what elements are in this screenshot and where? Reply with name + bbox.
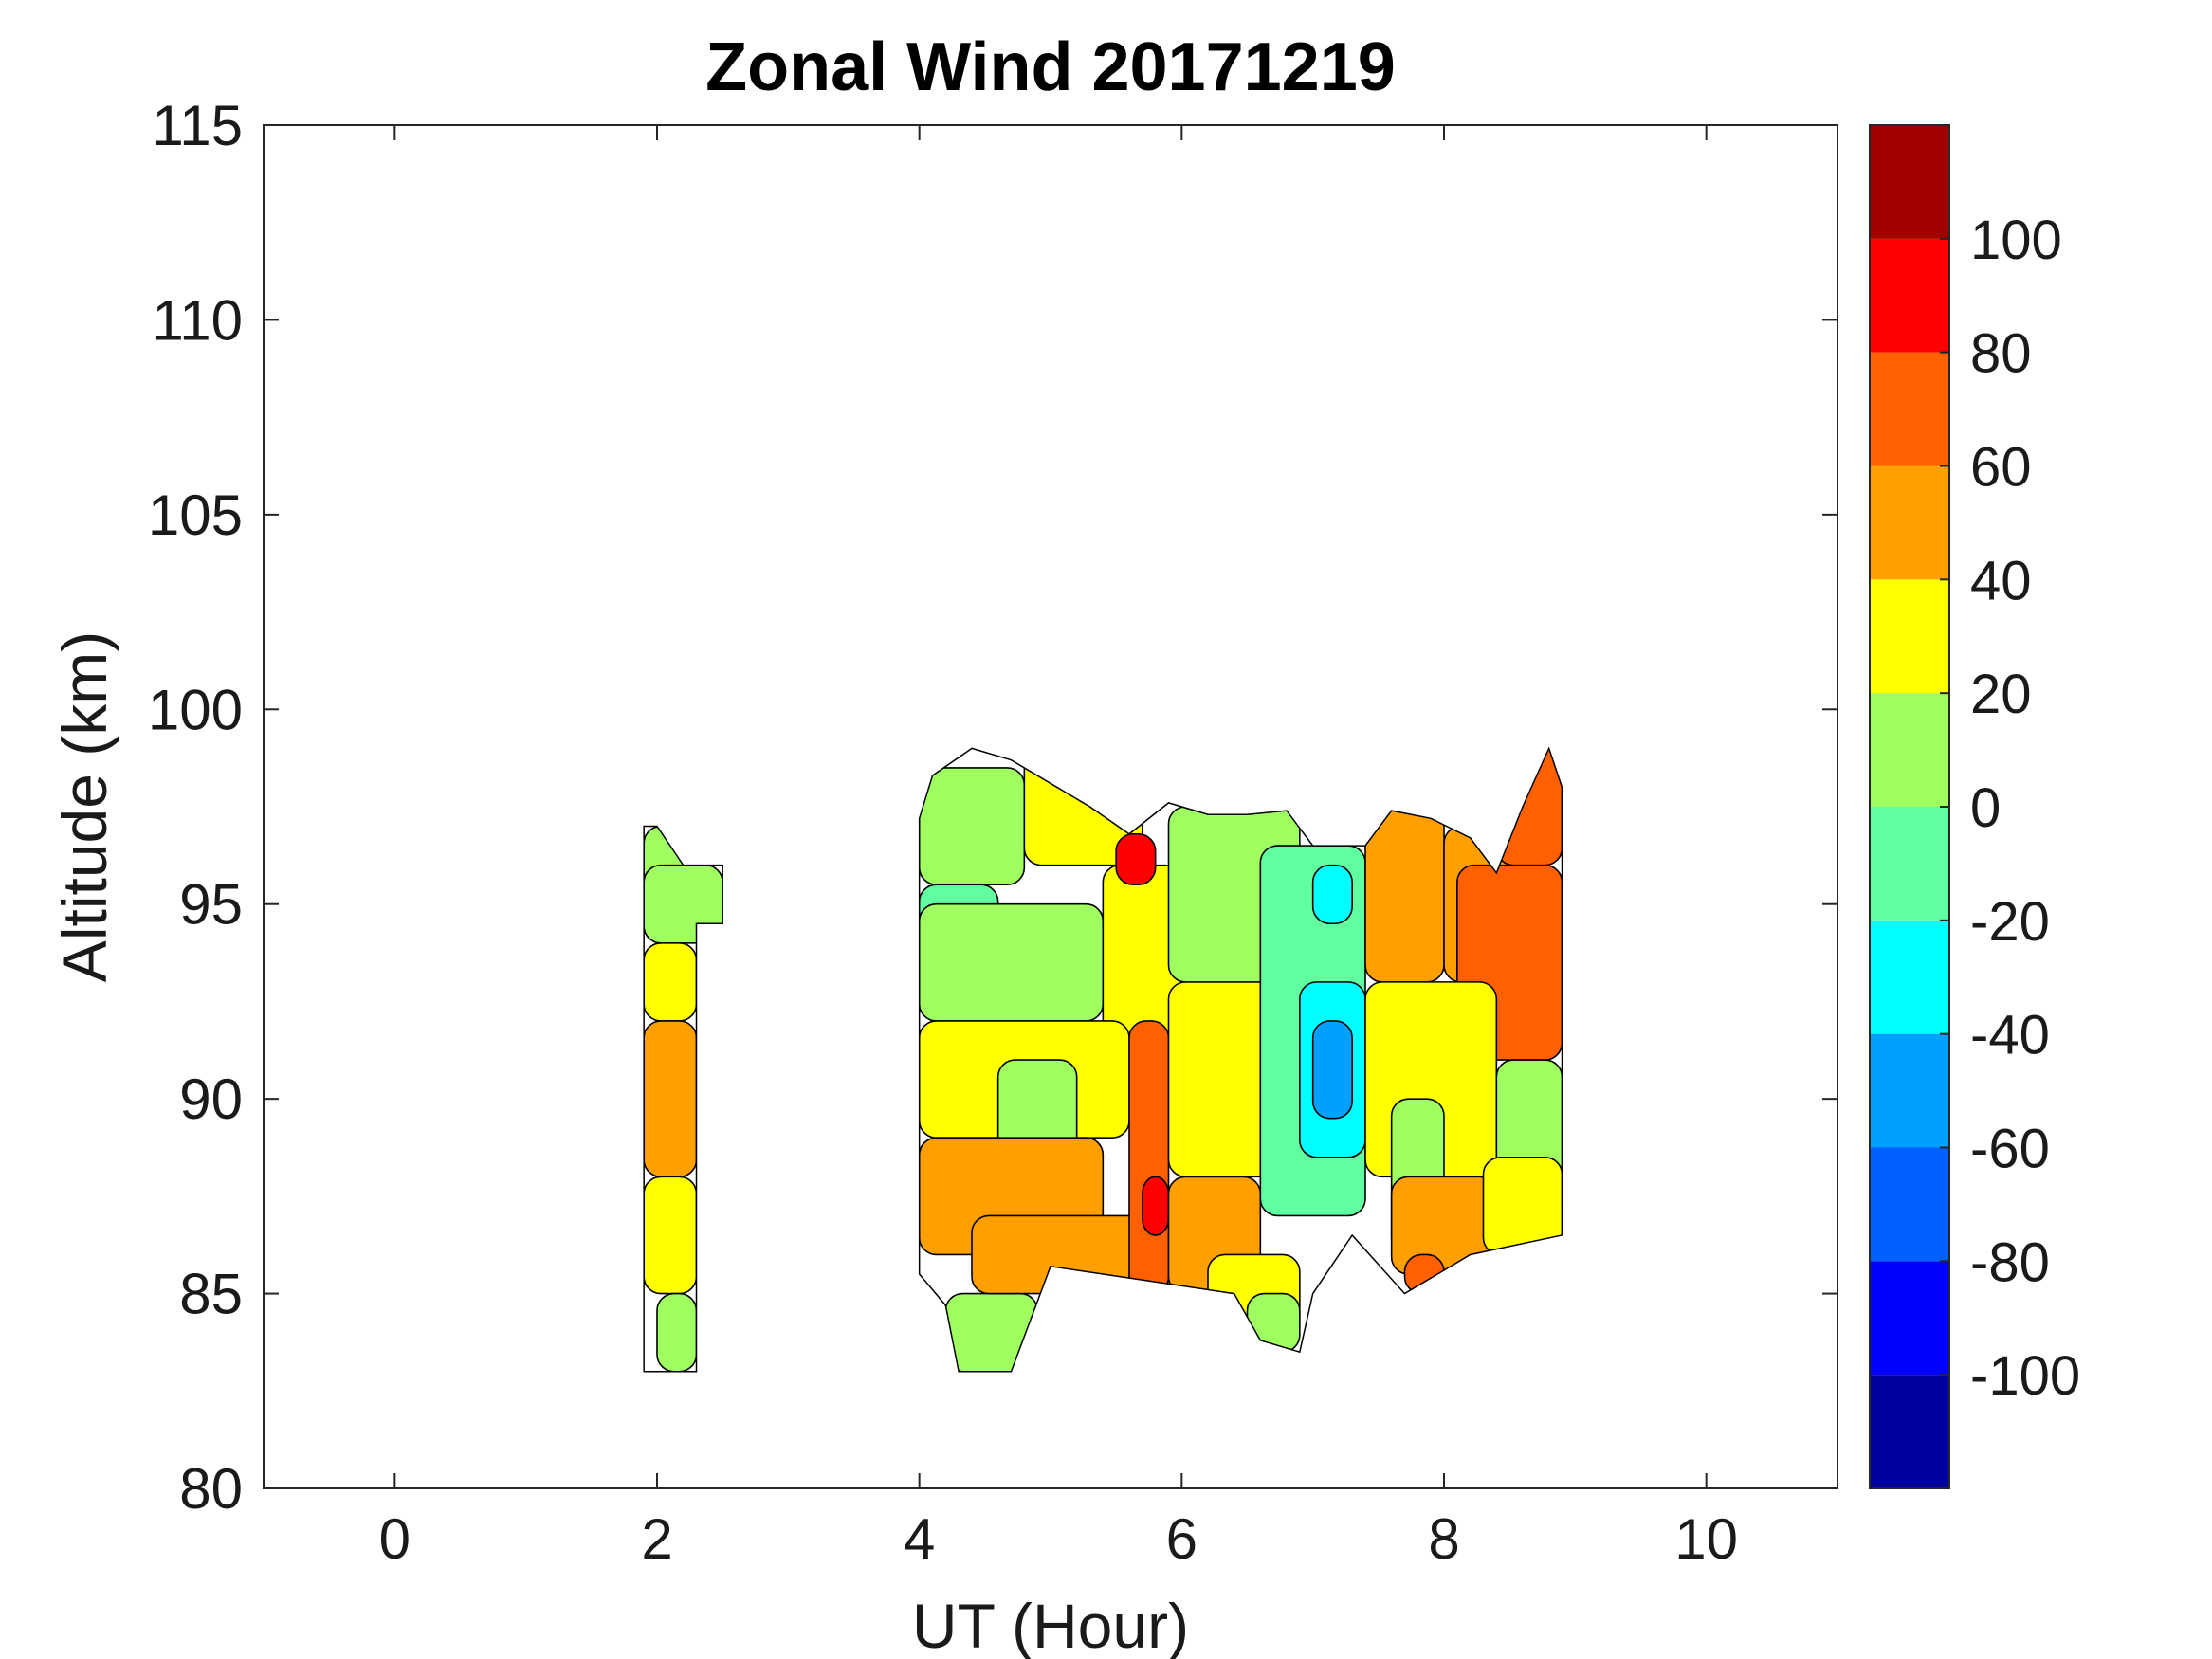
colorbar-segment [1870,125,1949,239]
contour-cell [644,864,723,944]
contour-cell [1390,1176,1498,1275]
contour-cell [644,941,698,1022]
x-tick-label: 0 [379,1507,411,1571]
contour-cell [1142,1176,1170,1236]
contour-cell [1128,1020,1170,1295]
colorbar-tick-label: -100 [1970,1345,2080,1407]
x-axis-label: UT (Hour) [912,1591,1189,1659]
contour-cell [919,902,1105,1022]
colorbar-segment [1870,579,1949,694]
region-main [919,748,1563,1372]
x-tick-label: 4 [904,1507,935,1571]
colorbar-segment [1870,693,1949,807]
colorbar-tick-label: -60 [1970,1119,2050,1180]
y-tick-label: 110 [152,288,243,352]
y-tick-label: 115 [152,94,243,157]
y-tick-label: 90 [179,1067,243,1131]
contour-cell [1115,832,1157,885]
colorbar-segment [1870,1375,1949,1488]
contour-cell [919,767,1026,885]
colorbar-segment [1870,352,1949,466]
y-tick-label: 105 [148,483,243,547]
contour-cell [1364,806,1445,983]
colorbar-segment [1870,1033,1949,1148]
colorbar-tick-label: 60 [1970,437,2032,499]
contour-cell [944,1292,1038,1372]
y-tick-label: 95 [179,873,243,937]
region-outline [643,825,723,1373]
contour-cell [1246,1292,1301,1353]
colorbar-tick-label: -80 [1970,1231,2050,1293]
contour-field [643,746,1563,1373]
y-tick-label: 80 [179,1457,243,1521]
colorbar-tick-label: 80 [1970,323,2032,385]
x-tick-label: 8 [1428,1507,1459,1571]
colorbar-tick-label: -40 [1970,1005,2050,1066]
axes: 0 2 4 6 8 10 80 85 90 95 100 105 110 115 UT (Hour) Alti… [49,94,1838,1659]
x-tick-label: 10 [1674,1507,1738,1571]
colorbar-tick-label: 0 [1970,777,2001,839]
colorbar-segment [1870,807,1949,921]
x-tick-label: 2 [641,1507,672,1571]
contour-cell [656,1292,698,1372]
plot-frame [263,124,1838,1489]
colorbar: 100 80 60 40 20 0 -20 -40 -60 -80 -100 [1869,124,2080,1489]
contour-cell [1311,1020,1353,1120]
y-axis-label: Altitude (km) [49,631,119,982]
colorbar-tick-label: 40 [1970,550,2032,611]
x-tick-label: 6 [1166,1507,1197,1571]
region-outline [918,746,1563,1373]
contour-cell [644,1020,698,1178]
colorbar-segment [1870,465,1949,580]
colorbar-tick-label: -20 [1970,891,2050,953]
y-tick-label: 100 [148,678,243,741]
y-tick-label: 85 [179,1263,243,1326]
chart-title: Zonal Wind 20171219 [705,29,1396,105]
contour-cell [644,1176,698,1295]
region-2ut [644,826,723,1372]
colorbar-segment [1870,1261,1949,1376]
colorbar-segment [1870,238,1949,353]
colorbar-tick-label: 100 [1970,210,2062,271]
contour-cell [1482,1156,1563,1256]
colorbar-tick-label: 20 [1970,664,2032,725]
contour-cell [1311,864,1353,925]
colorbar-segment [1870,920,1949,1034]
colorbar-segment [1870,1147,1949,1262]
